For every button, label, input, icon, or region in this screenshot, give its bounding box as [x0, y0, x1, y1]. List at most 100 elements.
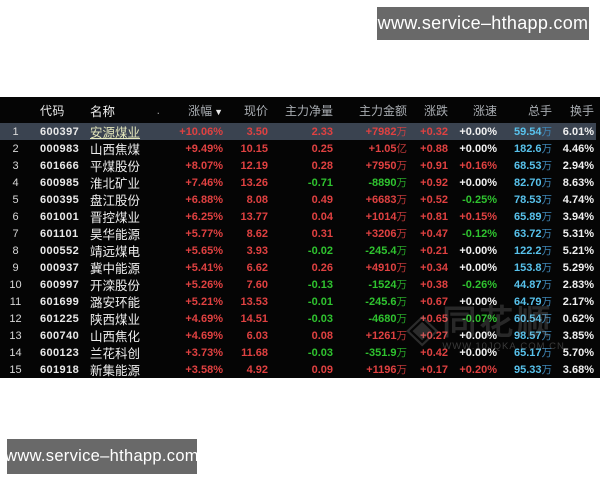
- table-row[interactable]: 8 000552 靖远煤电 +5.65% 3.93 -0.02 -245.4万 …: [0, 242, 596, 260]
- cell-speed: +0.15%: [459, 210, 497, 223]
- stock-quote-panel: 代码 名称 . 涨幅 ▼ 现价 主力净量 主力金额 涨跌 涨速 总手 换手 1 6…: [0, 97, 600, 378]
- cell-change: +0.88: [420, 142, 448, 155]
- cell-net-amount: -351.9万: [365, 347, 407, 359]
- header-change[interactable]: 涨跌: [423, 103, 448, 118]
- table-row[interactable]: 2 000983 山西焦煤 +9.49% 10.15 0.25 +1.05亿 +…: [0, 140, 596, 158]
- cell-net-volume: -0.03: [307, 312, 333, 325]
- table-row[interactable]: 13 600740 山西焦化 +4.69% 6.03 0.08 +1261万 +…: [0, 327, 596, 345]
- cell-index: 7: [12, 227, 19, 240]
- cell-total-volume: 44.87万: [513, 279, 552, 291]
- table-row[interactable]: 10 600997 开滦股份 +5.26% 7.60 -0.13 -1524万 …: [0, 276, 596, 294]
- cell-index: 6: [12, 210, 19, 223]
- cell-net-volume: -0.71: [307, 176, 333, 189]
- cell-name: 新集能源: [90, 364, 141, 378]
- cell-turnover: 3.68%: [562, 363, 594, 376]
- header-code[interactable]: 代码: [40, 103, 65, 118]
- cell-change: +0.67: [420, 295, 448, 308]
- table-row[interactable]: 6 601001 晋控煤业 +6.25% 13.77 0.04 +1014万 +…: [0, 208, 596, 226]
- cell-total-volume: 122.2万: [513, 245, 552, 257]
- table-body: 1 600397 安源煤业 +10.06% 3.50 2.33 +7982万 +…: [0, 123, 596, 378]
- cell-turnover: 2.83%: [562, 278, 594, 291]
- cell-code: 000983: [40, 142, 80, 155]
- header-net-amount[interactable]: 主力金额: [358, 103, 407, 118]
- cell-price: 3.50: [246, 125, 268, 138]
- cell-pct: +4.69%: [185, 312, 223, 325]
- header-price[interactable]: 现价: [243, 103, 268, 118]
- cell-net-volume: -0.02: [307, 244, 333, 257]
- cell-price: 13.26: [240, 176, 268, 189]
- cell-index: 14: [9, 346, 22, 359]
- cell-price: 13.77: [240, 210, 268, 223]
- cell-pct: +4.69%: [185, 329, 223, 342]
- cell-change: +0.92: [420, 176, 448, 189]
- top-url-banner: www.service–hthapp.com: [377, 7, 589, 40]
- cell-code: 601666: [40, 159, 80, 172]
- header-turnover[interactable]: 换手: [569, 103, 594, 118]
- cell-change: +0.32: [420, 125, 448, 138]
- header-net-volume[interactable]: 主力净量: [284, 103, 333, 118]
- header-pct-label: 涨幅: [188, 103, 213, 118]
- cell-price: 13.53: [240, 295, 268, 308]
- cell-name: 陕西煤业: [90, 313, 141, 327]
- table-row[interactable]: 4 600985 淮北矿业 +7.46% 13.26 -0.71 -8890万 …: [0, 174, 596, 192]
- header-name-label: 名称: [90, 104, 116, 119]
- cell-code: 600123: [40, 346, 80, 359]
- cell-speed: +0.20%: [459, 363, 497, 376]
- cell-speed: +0.16%: [459, 159, 497, 172]
- table-row[interactable]: 14 600123 兰花科创 +3.73% 11.68 -0.03 -351.9…: [0, 344, 596, 362]
- cell-name: 昊华能源: [90, 228, 141, 242]
- cell-net-volume: -0.01: [307, 295, 333, 308]
- cell-total-volume: 63.72万: [513, 228, 552, 240]
- cell-name: 安源煤业: [90, 126, 141, 140]
- table-row[interactable]: 5 600395 盘江股份 +6.88% 8.08 0.49 +6683万 +0…: [0, 191, 596, 209]
- cell-index: 11: [9, 295, 22, 308]
- cell-change: +0.34: [420, 261, 448, 274]
- table-row[interactable]: 15 601918 新集能源 +3.58% 4.92 0.09 +1196万 +…: [0, 361, 596, 379]
- cell-price: 4.92: [246, 363, 268, 376]
- table-row[interactable]: 11 601699 潞安环能 +5.21% 13.53 -0.01 -245.6…: [0, 293, 596, 311]
- cell-index: 1: [12, 125, 19, 138]
- cell-net-volume: 0.26: [311, 261, 333, 274]
- header-speed[interactable]: 涨速: [472, 103, 497, 118]
- cell-speed: -0.07%: [462, 312, 497, 325]
- cell-speed: +0.00%: [459, 176, 497, 189]
- cell-net-volume: -0.13: [307, 278, 333, 291]
- table-row[interactable]: 1 600397 安源煤业 +10.06% 3.50 2.33 +7982万 +…: [0, 123, 596, 140]
- header-total-volume[interactable]: 总手: [527, 103, 552, 118]
- table-row[interactable]: 7 601101 昊华能源 +5.77% 8.62 0.31 +3206万 +0…: [0, 225, 596, 243]
- cell-price: 11.68: [241, 346, 268, 359]
- header-name[interactable]: 名称 .: [90, 101, 163, 120]
- cell-code: 600985: [40, 176, 80, 189]
- cell-pct: +6.88%: [185, 193, 223, 206]
- cell-index: 3: [12, 159, 19, 172]
- cell-net-volume: 0.09: [311, 363, 333, 376]
- cell-code: 600997: [40, 278, 80, 291]
- cell-net-volume: 0.04: [311, 210, 333, 223]
- cell-index: 15: [9, 363, 22, 376]
- top-url-text: www.service–hthapp.com: [377, 13, 589, 33]
- cell-price: 12.19: [240, 159, 268, 172]
- table-row[interactable]: 3 601666 平煤股份 +8.07% 12.19 0.28 +7950万 +…: [0, 157, 596, 175]
- cell-net-volume: 0.49: [311, 193, 333, 206]
- cell-total-volume: 153.8万: [513, 262, 552, 274]
- cell-net-amount: +7950万: [365, 160, 407, 172]
- header-dot: .: [156, 103, 160, 117]
- cell-name: 山西焦化: [90, 330, 141, 344]
- cell-name: 靖远煤电: [90, 245, 141, 259]
- cell-pct: +5.41%: [185, 261, 223, 274]
- cell-change: +0.91: [420, 159, 448, 172]
- bottom-url-banner: www.service–hthapp.com: [5, 439, 199, 474]
- cell-net-volume: -0.03: [307, 346, 333, 359]
- cell-turnover: 0.62%: [562, 312, 594, 325]
- cell-change: +0.65: [420, 312, 448, 325]
- table-row[interactable]: 12 601225 陕西煤业 +4.69% 14.51 -0.03 -4680万…: [0, 310, 596, 328]
- cell-pct: +5.65%: [185, 244, 223, 257]
- header-pct-sorted[interactable]: 涨幅 ▼: [163, 102, 223, 119]
- table-row[interactable]: 9 000937 冀中能源 +5.41% 6.62 0.26 +4910万 +0…: [0, 259, 596, 277]
- cell-turnover: 3.85%: [562, 329, 594, 342]
- cell-total-volume: 98.57万: [513, 330, 552, 342]
- cell-turnover: 5.70%: [562, 346, 594, 359]
- cell-change: +0.47: [420, 227, 448, 240]
- cell-total-volume: 78.53万: [513, 194, 552, 206]
- cell-code: 600740: [40, 329, 80, 342]
